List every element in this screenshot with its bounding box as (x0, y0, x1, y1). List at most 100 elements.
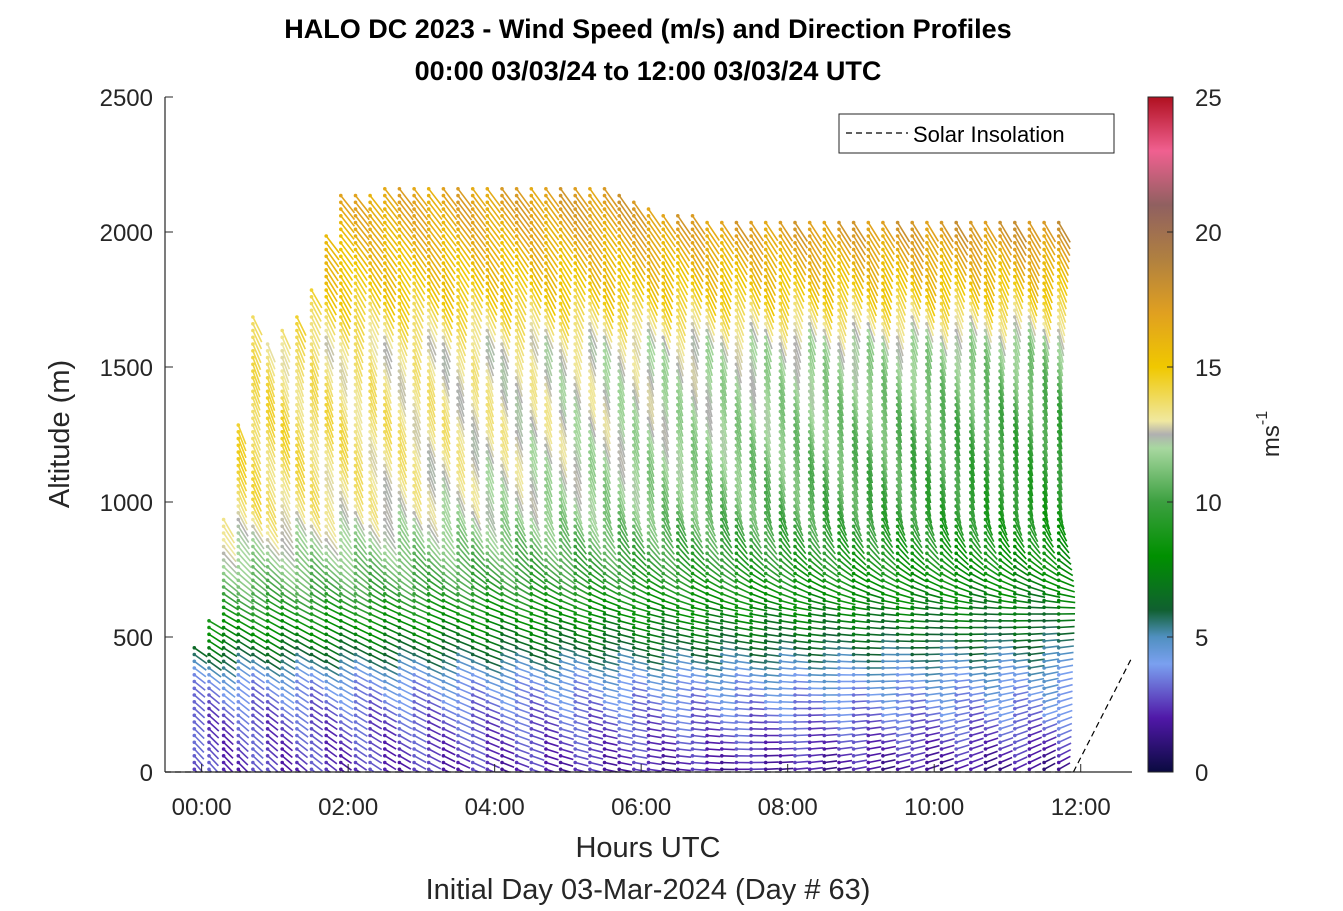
wind-barb-head (397, 376, 402, 380)
wind-barb-head (295, 349, 299, 353)
wind-barb (281, 532, 295, 550)
wind-barb-head (221, 585, 226, 589)
wind-barb (311, 721, 324, 731)
wind-barb (237, 599, 255, 611)
wind-barb-head (368, 585, 372, 589)
wind-barb (281, 370, 290, 391)
wind-barb (354, 276, 367, 295)
wind-barb (369, 262, 383, 282)
wind-barb-head (529, 659, 534, 664)
wind-barb-head (353, 517, 358, 522)
wind-barb-head (383, 274, 387, 279)
wind-barb-head (339, 531, 343, 535)
wind-barb-head (324, 322, 329, 326)
wind-barb-head (500, 706, 504, 711)
wind-barb (296, 364, 305, 384)
wind-barb-head (397, 328, 402, 333)
wind-barb-head (280, 544, 285, 549)
wind-barb-head (470, 281, 475, 286)
wind-barb-head (295, 504, 299, 508)
wind-barb-head (339, 558, 343, 562)
wind-barb (369, 201, 385, 220)
wind-barb-head (309, 295, 314, 299)
wind-barb (354, 303, 366, 323)
wind-barb-head (456, 754, 460, 758)
wind-barb-head (485, 619, 490, 623)
wind-barb-head (558, 544, 563, 549)
wind-barb-head (456, 598, 460, 603)
wind-barb-head (514, 585, 519, 589)
wind-barb (413, 572, 429, 586)
wind-barb (252, 492, 262, 512)
wind-barb (413, 761, 427, 770)
wind-barb-head (412, 490, 416, 495)
wind-barb (413, 201, 429, 221)
wind-barb (237, 660, 252, 671)
wind-barb-head (192, 720, 197, 724)
wind-barb (296, 559, 311, 574)
wind-barb-head (324, 274, 329, 279)
wind-barb-head (558, 713, 563, 718)
wind-barb-head (309, 754, 314, 758)
wind-barb-head (192, 666, 197, 670)
wind-barb (354, 289, 367, 309)
wind-barb-head (426, 700, 431, 704)
wind-barb-head (646, 558, 651, 562)
wind-barb-head (441, 220, 446, 225)
wind-barb-head (470, 200, 475, 205)
wind-barb (340, 586, 357, 598)
wind-barb-head (602, 517, 607, 522)
wind-barb-head (558, 301, 563, 306)
wind-barb-head (500, 693, 504, 697)
wind-barb (384, 768, 391, 772)
wind-barb (384, 289, 396, 309)
wind-barb (296, 593, 313, 605)
wind-barb (325, 653, 341, 663)
wind-barb (354, 309, 366, 329)
wind-barb (340, 316, 351, 337)
wind-barb-head (441, 531, 446, 535)
wind-barb-head (632, 288, 636, 292)
wind-barb-head (383, 423, 387, 427)
wind-barb (325, 755, 338, 765)
wind-barb-head (558, 592, 563, 596)
wind-barb-head (588, 220, 592, 225)
wind-barb-head (280, 457, 285, 461)
wind-barb-head (441, 295, 446, 299)
wind-barb-head (485, 524, 490, 529)
wind-barb-head (368, 679, 372, 684)
wind-barb-head (441, 241, 446, 245)
wind-barb (223, 593, 239, 605)
wind-barb-head (309, 362, 314, 367)
wind-barb-head (558, 227, 563, 232)
wind-barb-head (485, 551, 490, 556)
wind-barb (398, 445, 408, 465)
wind-barb-head (529, 281, 534, 286)
wind-barb (325, 282, 338, 303)
wind-barb (296, 545, 310, 562)
wind-barb (325, 545, 340, 562)
wind-barb-head (426, 754, 431, 758)
wind-barb (310, 492, 321, 512)
wind-barb-head (383, 700, 387, 704)
wind-barb (355, 680, 369, 690)
wind-barb-head (324, 754, 329, 758)
wind-barb-head (353, 605, 358, 610)
wind-barb-head (632, 551, 636, 556)
wind-barb-head (632, 612, 636, 616)
wind-barb (442, 391, 451, 411)
wind-barb-head (280, 470, 285, 475)
wind-barb (296, 633, 312, 643)
wind-barb-head (339, 396, 343, 400)
wind-barb-head (383, 504, 387, 508)
wind-barb-head (470, 274, 475, 279)
wind-barb (442, 343, 451, 363)
wind-barb-head (339, 477, 343, 481)
wind-barb (296, 512, 307, 531)
wind-barb-head (544, 652, 548, 657)
wind-barb-head (646, 740, 651, 745)
wind-barb-head (426, 376, 431, 380)
wind-barb-head (544, 227, 548, 232)
wind-barb-head (353, 315, 358, 319)
